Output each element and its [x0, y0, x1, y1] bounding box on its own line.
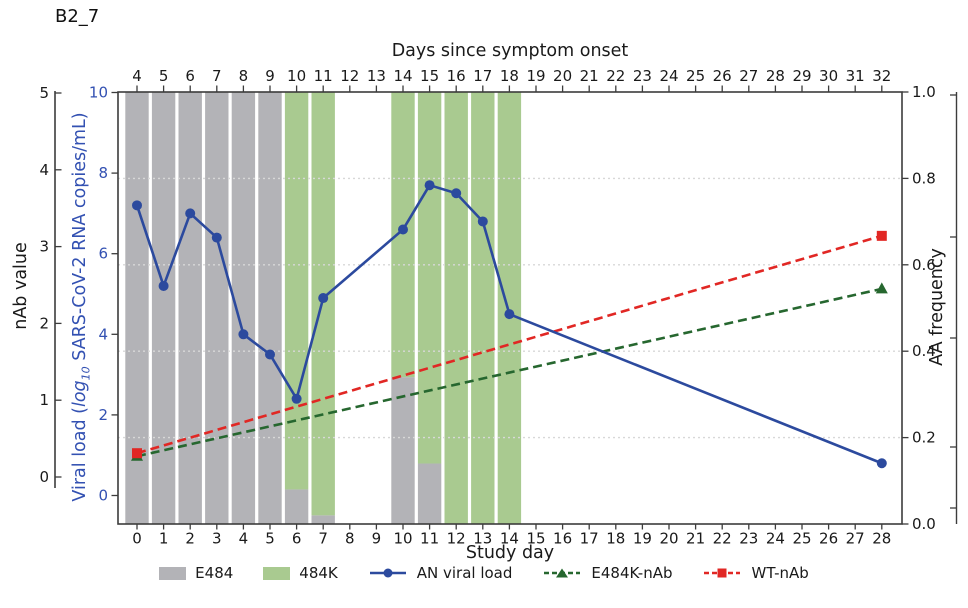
svg-text:5: 5: [159, 67, 169, 85]
svg-text:10: 10: [89, 84, 108, 102]
svg-text:9: 9: [372, 530, 382, 548]
svg-text:4: 4: [39, 161, 49, 179]
viral-load-line-icon: [369, 568, 406, 578]
svg-text:29: 29: [792, 67, 811, 85]
svg-text:0.0: 0.0: [912, 515, 936, 533]
svg-text:18: 18: [606, 530, 625, 548]
panel-title: B2_7: [55, 6, 100, 27]
svg-text:8: 8: [98, 164, 108, 182]
wt-nab-line-icon: [704, 568, 741, 578]
svg-text:20: 20: [659, 530, 678, 548]
legend-item-e484: E484: [159, 564, 233, 582]
svg-text:0: 0: [98, 487, 108, 505]
svg-text:15: 15: [420, 67, 439, 85]
svg-text:0: 0: [132, 530, 142, 548]
svg-text:6: 6: [185, 67, 195, 85]
legend-label-wt-nab: WT-nAb: [751, 564, 809, 582]
svg-text:21: 21: [686, 530, 705, 548]
svg-text:18: 18: [500, 67, 519, 85]
svg-text:5: 5: [265, 530, 275, 548]
svg-text:24: 24: [659, 67, 678, 85]
svg-text:7: 7: [318, 530, 328, 548]
svg-text:5: 5: [39, 84, 49, 102]
svg-text:31: 31: [846, 67, 865, 85]
svg-text:25: 25: [686, 67, 705, 85]
svg-text:0.8: 0.8: [912, 169, 936, 187]
svg-text:14: 14: [500, 530, 519, 548]
svg-text:2: 2: [39, 314, 49, 332]
svg-text:28: 28: [872, 530, 891, 548]
svg-text:10: 10: [393, 530, 412, 548]
svg-text:11: 11: [314, 67, 333, 85]
svg-text:2: 2: [185, 530, 195, 548]
svg-text:32: 32: [872, 67, 891, 85]
svg-text:6: 6: [292, 530, 302, 548]
top-axis-title: Days since symptom onset: [391, 41, 629, 61]
legend-label-e484k-nab: E484K-nAb: [591, 564, 673, 582]
svg-text:21: 21: [580, 67, 599, 85]
svg-text:7: 7: [212, 67, 222, 85]
svg-text:4: 4: [132, 67, 142, 85]
svg-text:17: 17: [580, 530, 599, 548]
svg-text:0: 0: [39, 468, 49, 486]
svg-text:10: 10: [287, 67, 306, 85]
legend-label-e484: E484: [195, 564, 234, 582]
svg-text:13: 13: [473, 530, 492, 548]
svg-text:12: 12: [447, 530, 466, 548]
svg-text:2: 2: [98, 406, 108, 424]
484k-swatch-icon: [263, 566, 291, 580]
svg-text:15: 15: [526, 530, 545, 548]
legend-label-484k: 484K: [299, 564, 338, 582]
svg-text:9: 9: [265, 67, 275, 85]
svg-text:20: 20: [553, 67, 572, 85]
svg-text:27: 27: [739, 67, 758, 85]
svg-text:27: 27: [846, 530, 865, 548]
svg-text:19: 19: [526, 67, 545, 85]
svg-text:23: 23: [739, 530, 758, 548]
svg-text:13: 13: [367, 67, 386, 85]
svg-text:19: 19: [633, 530, 652, 548]
svg-text:17: 17: [473, 67, 492, 85]
svg-text:22: 22: [713, 530, 732, 548]
svg-text:3: 3: [39, 238, 49, 256]
svg-text:11: 11: [420, 530, 439, 548]
e484-swatch-icon: [159, 566, 187, 580]
svg-text:16: 16: [553, 530, 572, 548]
legend-item-e484k-nab: E484K-nAb: [542, 564, 672, 582]
legend-item-an-viral-load: AN viral load: [368, 564, 513, 582]
svg-text:1.0: 1.0: [912, 83, 936, 101]
svg-text:12: 12: [340, 67, 359, 85]
svg-text:3: 3: [212, 530, 222, 548]
svg-text:28: 28: [766, 67, 785, 85]
svg-text:30: 30: [819, 67, 838, 85]
svg-text:16: 16: [447, 67, 466, 85]
svg-text:26: 26: [819, 530, 838, 548]
svg-text:23: 23: [633, 67, 652, 85]
svg-text:8: 8: [239, 67, 249, 85]
svg-text:8: 8: [345, 530, 355, 548]
svg-text:22: 22: [606, 67, 625, 85]
svg-text:0.2: 0.2: [912, 429, 936, 447]
svg-text:26: 26: [713, 67, 732, 85]
svg-text:0.6: 0.6: [912, 256, 936, 274]
legend: E484 484K AN viral load E484K-nAb WT-nAb: [0, 564, 968, 582]
legend-item-484k: 484K: [263, 564, 338, 582]
svg-text:1: 1: [39, 391, 49, 409]
e484k-nab-line-icon: [544, 568, 581, 578]
svg-text:1: 1: [159, 530, 169, 548]
legend-label-an-viral-load: AN viral load: [416, 564, 513, 582]
svg-text:6: 6: [98, 245, 108, 263]
svg-text:24: 24: [766, 530, 785, 548]
svg-text:4: 4: [98, 325, 108, 343]
legend-item-wt-nab: WT-nAb: [702, 564, 809, 582]
bottom-axis-title: Study day: [465, 543, 555, 563]
svg-text:25: 25: [792, 530, 811, 548]
svg-text:4: 4: [239, 530, 249, 548]
svg-text:0.4: 0.4: [912, 342, 936, 360]
svg-text:14: 14: [393, 67, 412, 85]
